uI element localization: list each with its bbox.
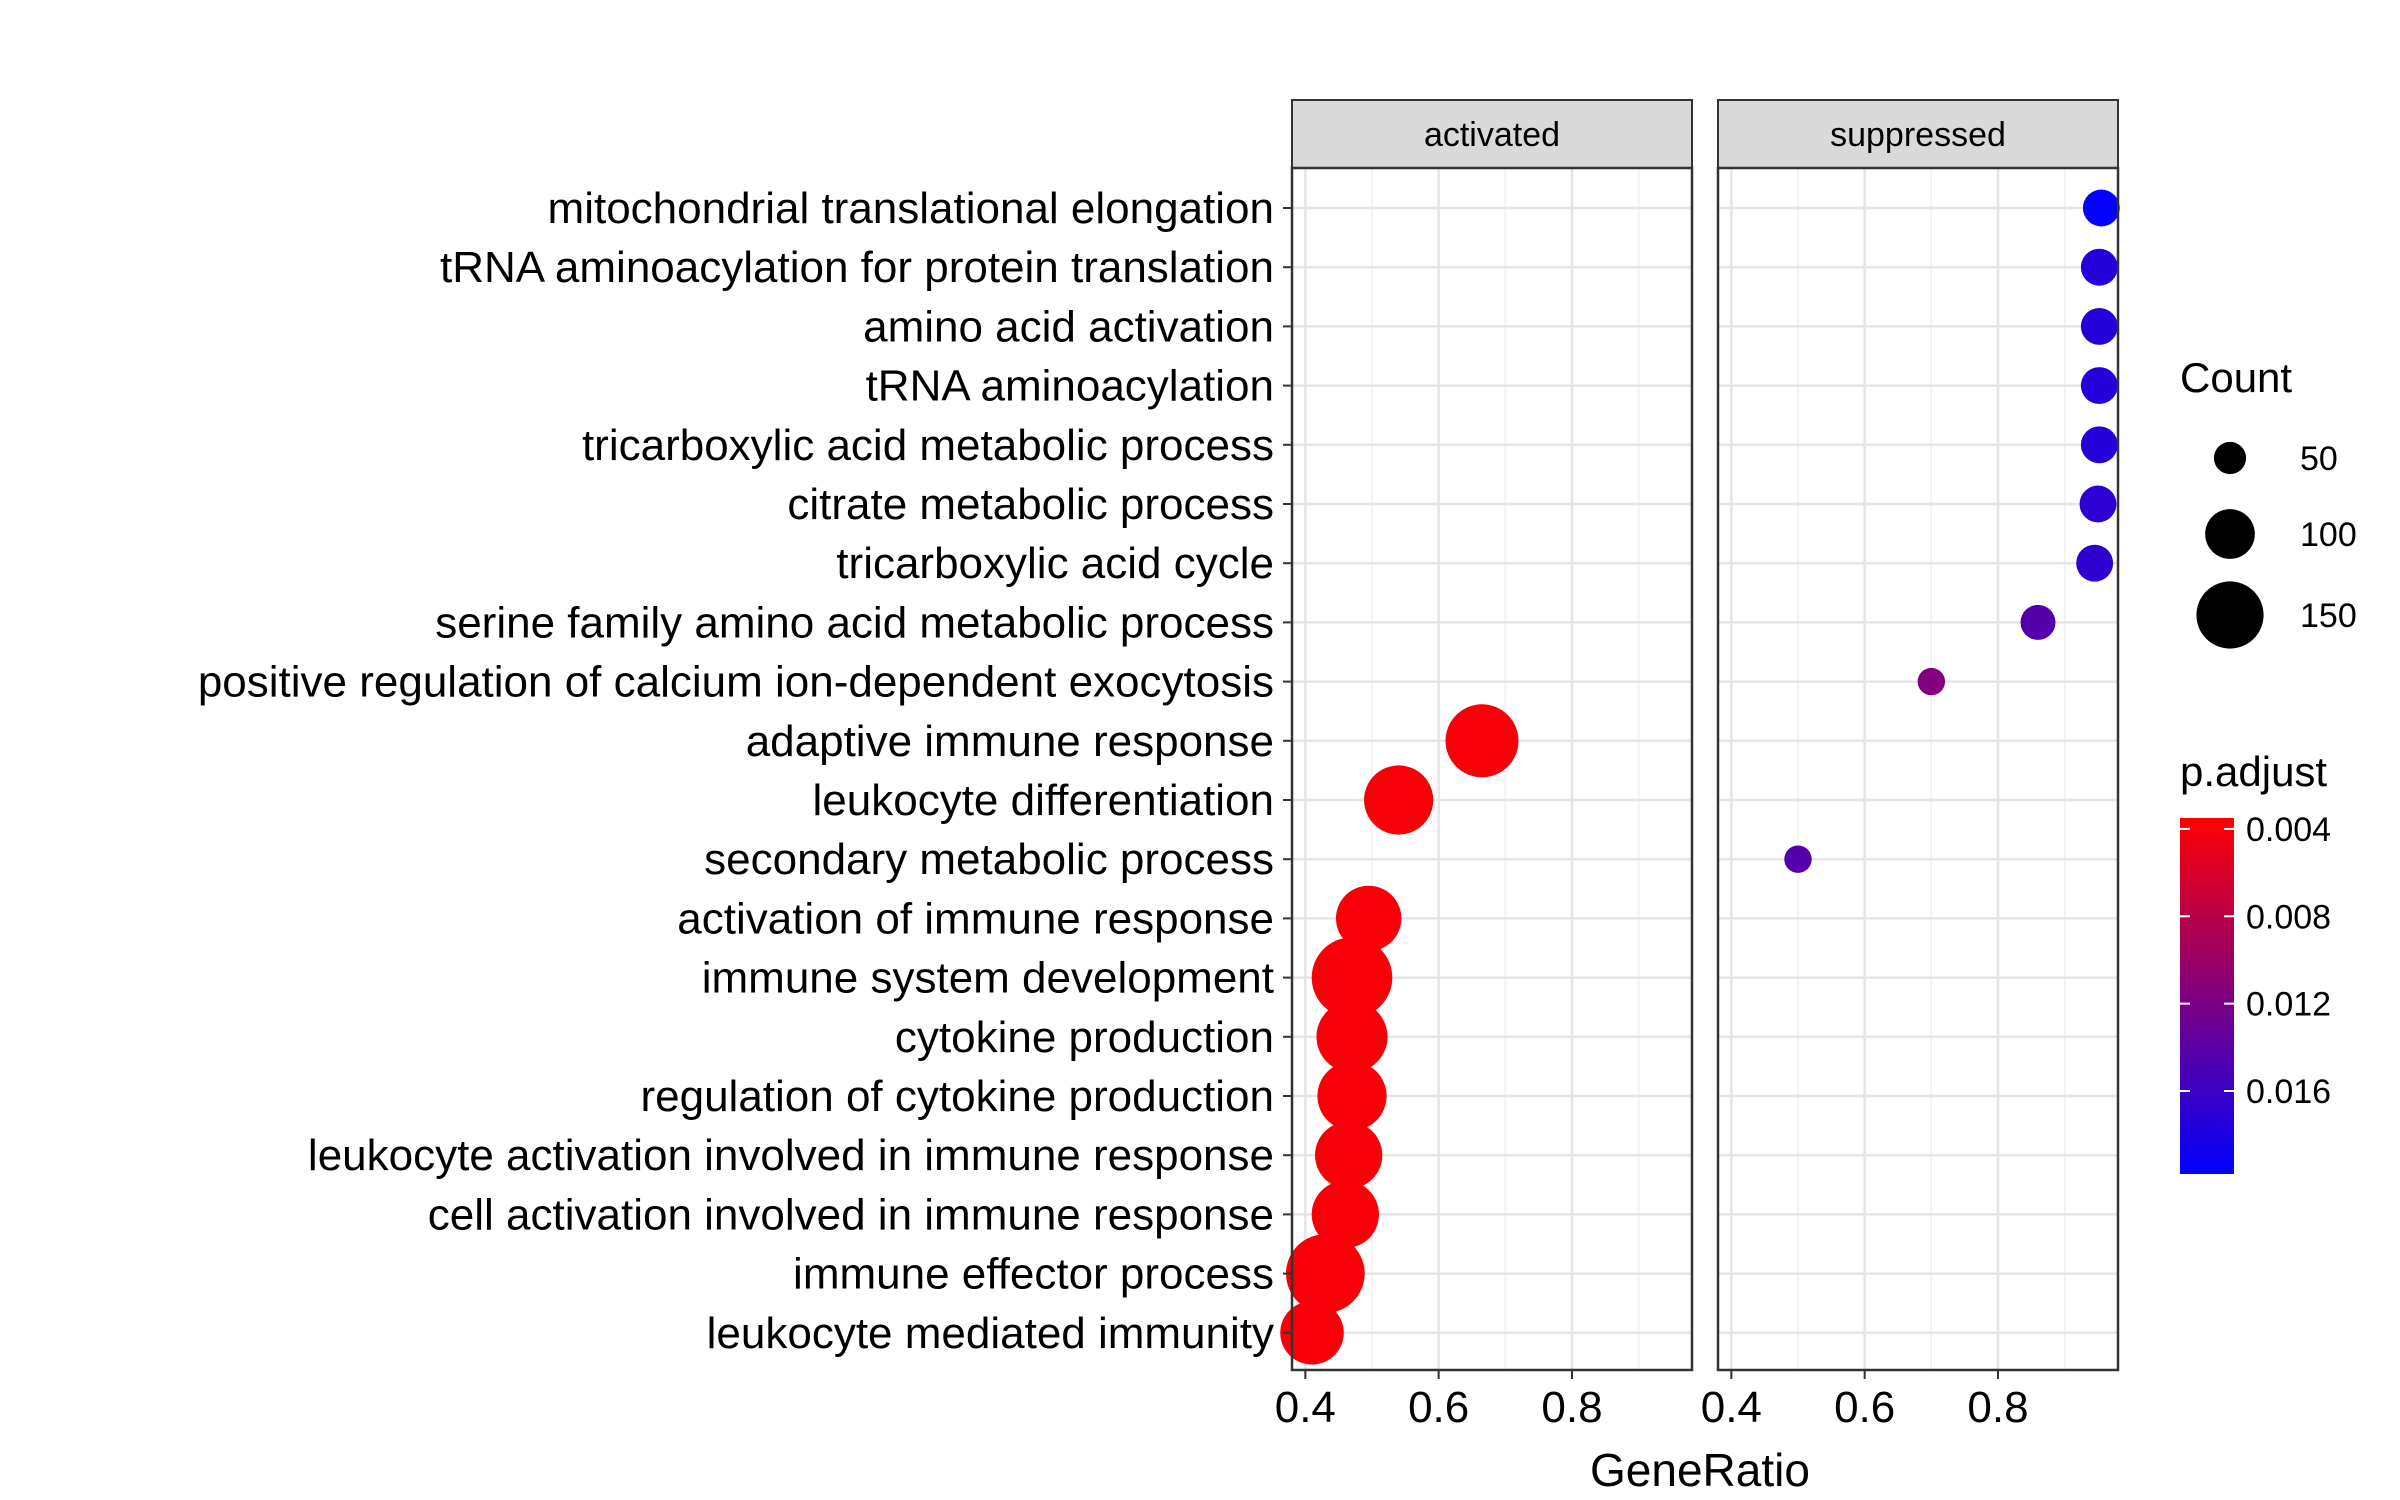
facet-panel-activated: activated 0.4 0.6 0.8 (1275, 99, 1694, 1432)
term-label: positive regulation of calcium ion-depen… (198, 658, 1274, 707)
x-tick-label: 0.8 (1967, 1383, 2028, 1432)
term-label: tricarboxylic acid cycle (836, 539, 1274, 588)
panel-border (1716, 166, 2120, 1372)
dot-activated (1311, 1180, 1379, 1249)
colorbar-label: 0.004 (2246, 811, 2331, 849)
panel-background (1718, 168, 2118, 1370)
x-tick-label: 0.4 (1701, 1383, 1762, 1432)
facet-panel-suppressed: suppressed 0.4 0.6 0.8 (1701, 99, 2120, 1432)
count-legend-label: 150 (2300, 597, 2357, 635)
facet-strip (1717, 99, 2119, 169)
facet-panels: activated 0.4 0.6 0.8 suppressed 0.4 0.6 0.8 (1275, 99, 2120, 1432)
colorbar-label: 0.012 (2246, 986, 2331, 1024)
term-label: mitochondrial translational elongation (548, 184, 1274, 233)
term-label: tRNA aminoacylation for protein translat… (440, 243, 1274, 292)
term-label: leukocyte activation involved in immune … (308, 1131, 1274, 1180)
dot-activated (1335, 885, 1402, 952)
count-legend-dot (2205, 509, 2255, 559)
x-tick-label: 0.6 (1408, 1383, 1469, 1432)
count-legend-label: 50 (2300, 440, 2338, 478)
colorbar-label: 0.008 (2246, 898, 2331, 936)
term-label: amino acid activation (863, 302, 1274, 351)
term-label: tRNA aminoacylation (866, 362, 1274, 411)
p-adjust-legend-title: p.adjust (2180, 748, 2327, 795)
dot-activated (1364, 765, 1434, 835)
dot-suppressed (2080, 248, 2118, 286)
x-tick-label: 0.6 (1834, 1383, 1895, 1432)
panel-border (1290, 166, 1694, 1372)
term-label: leukocyte differentiation (813, 776, 1274, 825)
term-label: secondary metabolic process (704, 835, 1274, 884)
dot-suppressed (2020, 604, 2056, 640)
term-label: tricarboxylic acid metabolic process (582, 421, 1274, 470)
x-axis-title: GeneRatio (1590, 1444, 1810, 1496)
x-tick-label: 0.4 (1275, 1383, 1336, 1432)
dot-suppressed (2080, 367, 2118, 405)
dot-activated (1317, 1061, 1387, 1131)
facet-label-activated: activated (1424, 116, 1560, 154)
count-legend-dot (2196, 581, 2264, 649)
colorbar-label: 0.016 (2246, 1073, 2331, 1111)
term-labels: mitochondrial translational elongation tR… (198, 184, 1292, 1358)
count-legend: Count 50 100 150 (2180, 354, 2357, 649)
count-legend-title: Count (2180, 354, 2292, 401)
x-tick-label: 0.8 (1541, 1383, 1602, 1432)
term-label: serine family amino acid metabolic proce… (435, 598, 1274, 647)
count-legend-dot (2213, 441, 2247, 475)
facet-label-suppressed: suppressed (1830, 116, 2006, 154)
p-adjust-legend: p.adjust 0.004 0.008 0.012 0.016 (2180, 748, 2331, 1174)
dot-activated (1445, 704, 1519, 778)
facet-strip (1291, 99, 1693, 169)
dot-activated (1316, 1001, 1388, 1073)
dot-suppressed (2080, 307, 2118, 345)
term-label: cell activation involved in immune respo… (428, 1190, 1274, 1239)
count-legend-label: 100 (2300, 516, 2357, 554)
dot-suppressed (2076, 544, 2114, 582)
term-label: immune system development (702, 954, 1274, 1003)
dot-activated (1315, 1121, 1383, 1189)
dot-suppressed (1784, 845, 1812, 873)
dot-activated (1311, 937, 1393, 1018)
dot-suppressed (1917, 667, 1946, 696)
dot-suppressed (2082, 189, 2120, 227)
term-label: activation of immune response (677, 894, 1274, 943)
term-label: immune effector process (793, 1250, 1274, 1299)
dot-suppressed (2080, 426, 2118, 464)
dot-suppressed (2079, 485, 2117, 523)
p-adjust-colorbar (2180, 818, 2234, 1174)
term-label: regulation of cytokine production (640, 1072, 1274, 1121)
dot-activated (1280, 1301, 1344, 1365)
term-label: cytokine production (895, 1013, 1274, 1062)
term-label: citrate metabolic process (787, 480, 1274, 529)
term-label: leukocyte mediated immunity (707, 1309, 1274, 1358)
term-label: adaptive immune response (746, 717, 1274, 766)
dot-activated (1285, 1234, 1365, 1313)
